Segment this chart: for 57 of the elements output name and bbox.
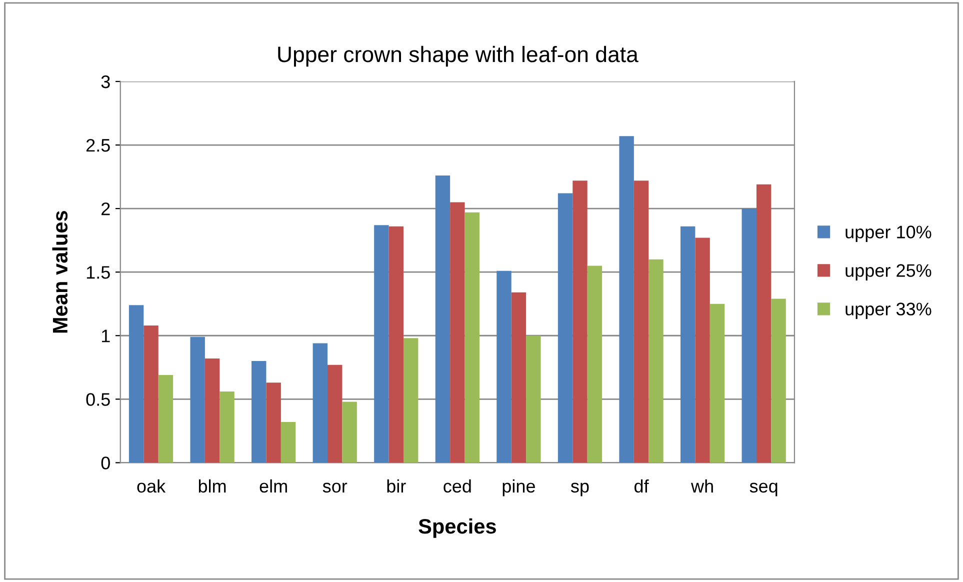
x-tick-label: seq <box>750 482 778 496</box>
bar <box>572 180 588 463</box>
y-tick-label: 0 <box>101 456 110 470</box>
bar <box>328 364 342 463</box>
chart-title: Upper crown shape with leaf-on data <box>278 46 638 67</box>
bar <box>190 336 205 463</box>
bar <box>403 338 418 463</box>
bar <box>220 392 234 463</box>
x-axis-title: Species <box>418 518 496 538</box>
bar <box>695 238 710 463</box>
bar <box>204 358 220 463</box>
bar <box>634 180 649 463</box>
bar <box>710 304 725 463</box>
x-tick-label: wh <box>690 479 713 492</box>
bar <box>252 361 266 463</box>
x-tick-label: sp <box>570 482 589 496</box>
y-tick-label: 2 <box>102 202 110 216</box>
bar <box>312 343 328 463</box>
bar <box>558 193 573 463</box>
bar <box>464 212 480 463</box>
x-tick-label: blm <box>198 479 226 493</box>
y-tick-label: 1.5 <box>86 266 110 279</box>
bar <box>374 225 389 463</box>
bar <box>128 305 144 463</box>
x-tick-label: bir <box>387 479 406 493</box>
bar <box>450 202 465 463</box>
x-tick-label: elm <box>260 479 287 493</box>
legend-label: upper 10% <box>846 226 932 242</box>
y-tick-label: 1 <box>102 330 110 342</box>
bar <box>587 266 602 463</box>
bar <box>435 176 450 463</box>
x-tick-label: sor <box>322 482 348 493</box>
bar <box>680 226 696 463</box>
x-tick-label: ced <box>444 479 471 493</box>
bar <box>388 226 404 463</box>
x-tick-label: df <box>634 479 649 493</box>
y-axis-title: Mean values <box>52 210 68 333</box>
x-tick-label: pine <box>502 479 535 496</box>
bar <box>342 402 357 463</box>
bar <box>756 184 772 463</box>
bar <box>648 259 664 463</box>
bar <box>144 325 158 463</box>
legend-label: upper 33% <box>846 302 932 319</box>
bar <box>742 208 756 463</box>
bar <box>526 336 541 463</box>
bar <box>511 292 526 463</box>
bar <box>280 422 296 463</box>
bar <box>496 270 512 463</box>
y-tick-label: 2.5 <box>86 138 110 152</box>
bar <box>266 382 281 463</box>
x-tick-label: oak <box>137 479 166 493</box>
bar <box>619 136 634 463</box>
bar <box>158 375 174 463</box>
y-tick-label: 3 <box>101 75 110 88</box>
bar <box>771 298 786 463</box>
y-tick-label: 0.5 <box>86 393 110 406</box>
legend-label: upper 25% <box>846 264 932 280</box>
